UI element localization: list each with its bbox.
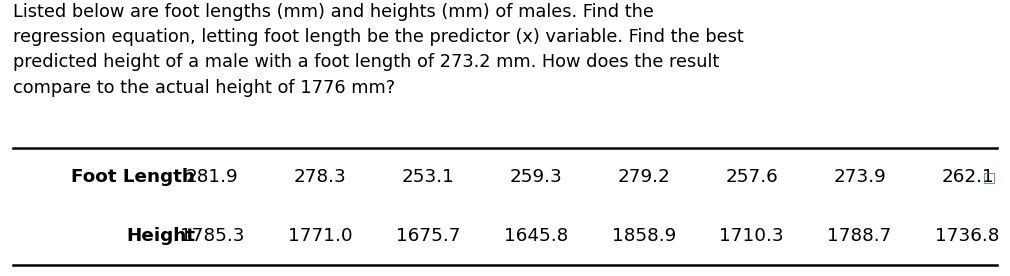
Text: 281.9: 281.9	[186, 168, 238, 186]
Text: 1736.8: 1736.8	[935, 227, 1000, 245]
Text: 259.3: 259.3	[509, 168, 563, 186]
Text: 1858.9: 1858.9	[612, 227, 676, 245]
Text: 253.1: 253.1	[402, 168, 454, 186]
Text: 279.2: 279.2	[617, 168, 671, 186]
Text: 1788.7: 1788.7	[827, 227, 892, 245]
Text: 1710.3: 1710.3	[719, 227, 784, 245]
Text: □: □	[984, 170, 996, 184]
Text: 278.3: 278.3	[294, 168, 346, 186]
Text: 262.1: 262.1	[941, 168, 994, 186]
Text: 1675.7: 1675.7	[396, 227, 461, 245]
Text: Height: Height	[126, 227, 195, 245]
Text: Listed below are foot lengths (mm) and heights (mm) of males. Find the
regressio: Listed below are foot lengths (mm) and h…	[13, 3, 744, 97]
Text: 1771.0: 1771.0	[288, 227, 352, 245]
Text: 1645.8: 1645.8	[504, 227, 568, 245]
Text: 273.9: 273.9	[833, 168, 886, 186]
Text: 257.6: 257.6	[725, 168, 778, 186]
Text: Foot Length: Foot Length	[71, 168, 195, 186]
Text: 1785.3: 1785.3	[180, 227, 244, 245]
